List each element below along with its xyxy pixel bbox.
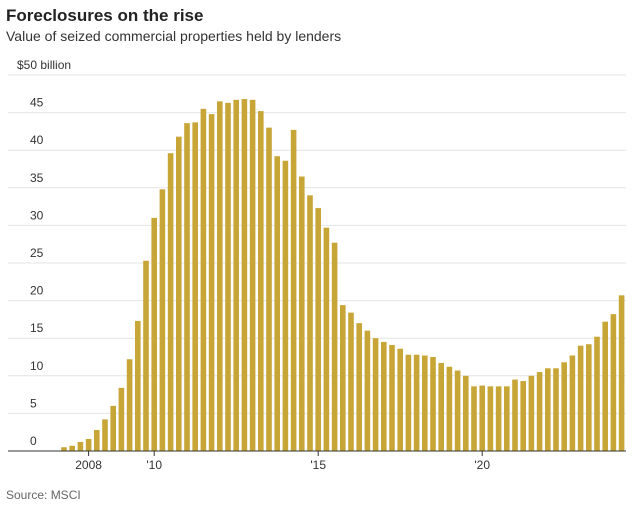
bar bbox=[331, 242, 338, 451]
y-tick-label: 20 bbox=[30, 284, 44, 298]
bar bbox=[471, 386, 477, 451]
bar bbox=[323, 227, 330, 451]
y-tick-label: 10 bbox=[30, 359, 44, 373]
bar bbox=[610, 314, 617, 451]
bar bbox=[553, 368, 559, 451]
bar bbox=[372, 338, 379, 451]
bar bbox=[94, 429, 100, 451]
bar bbox=[307, 195, 313, 451]
bar bbox=[61, 447, 67, 451]
bar bbox=[422, 355, 428, 451]
bar bbox=[241, 99, 248, 452]
bar bbox=[135, 320, 141, 451]
x-tick-label: '20 bbox=[474, 458, 490, 472]
bar bbox=[577, 345, 584, 451]
bar bbox=[512, 379, 518, 451]
bar bbox=[315, 208, 321, 451]
bar bbox=[126, 359, 133, 451]
y-tick-label: 45 bbox=[30, 96, 44, 110]
bar bbox=[274, 156, 280, 451]
bar bbox=[405, 354, 412, 451]
bar bbox=[249, 99, 256, 451]
bar bbox=[381, 341, 387, 451]
bar bbox=[479, 385, 485, 451]
bar bbox=[176, 136, 182, 451]
y-tick-label: 15 bbox=[30, 321, 44, 335]
bar bbox=[233, 99, 239, 451]
bar bbox=[159, 189, 166, 451]
bar bbox=[356, 323, 362, 451]
bar bbox=[143, 260, 149, 451]
source: Source: MSCI bbox=[6, 488, 81, 502]
bar bbox=[586, 344, 592, 451]
y-tick-label: 5 bbox=[30, 396, 37, 410]
bar bbox=[208, 114, 215, 451]
bar bbox=[520, 381, 526, 451]
x-tick-label: '15 bbox=[310, 458, 326, 472]
y-tick-label: 40 bbox=[30, 133, 44, 147]
bar bbox=[184, 123, 190, 452]
bar bbox=[192, 122, 198, 451]
bar bbox=[602, 321, 608, 451]
chart-title: Foreclosures on the rise bbox=[6, 6, 203, 25]
bar bbox=[299, 176, 305, 451]
bar bbox=[110, 405, 116, 451]
bar bbox=[495, 386, 502, 451]
bar bbox=[487, 386, 494, 451]
chart-subtitle: Value of seized commercial properties he… bbox=[6, 28, 341, 44]
x-tick-label: '10 bbox=[146, 458, 162, 472]
y-tick-label: 30 bbox=[30, 208, 44, 222]
y-tick-label: 0 bbox=[30, 434, 37, 448]
y-tick-label: 35 bbox=[30, 171, 44, 185]
bar bbox=[454, 370, 461, 451]
bar bbox=[438, 363, 444, 451]
bar bbox=[446, 366, 453, 451]
bar bbox=[258, 111, 264, 451]
y-tick-label: 25 bbox=[30, 246, 44, 260]
bar bbox=[266, 127, 272, 451]
bar bbox=[389, 344, 395, 451]
bar bbox=[282, 160, 289, 451]
bar bbox=[102, 419, 108, 451]
bar bbox=[430, 357, 436, 451]
bar bbox=[536, 372, 543, 451]
bar bbox=[151, 217, 157, 451]
bar bbox=[200, 108, 207, 451]
bar bbox=[504, 386, 510, 451]
bar bbox=[69, 445, 75, 451]
bar bbox=[225, 102, 231, 451]
bar bbox=[340, 305, 346, 451]
bar bbox=[545, 368, 551, 451]
bar bbox=[618, 295, 625, 451]
bar bbox=[85, 438, 92, 451]
bar bbox=[217, 101, 223, 451]
bar bbox=[463, 375, 469, 451]
bar bbox=[77, 441, 84, 451]
bar bbox=[397, 348, 403, 451]
bar bbox=[594, 336, 600, 451]
bar bbox=[561, 362, 567, 451]
bar bbox=[569, 355, 576, 451]
bar bbox=[364, 330, 371, 451]
bar bbox=[528, 375, 535, 451]
bar bbox=[167, 153, 174, 451]
x-tick-label: 2008 bbox=[75, 458, 102, 472]
y-tick-label: $50 billion bbox=[17, 58, 71, 72]
bar bbox=[118, 387, 125, 451]
bar bbox=[413, 354, 420, 451]
bar bbox=[348, 312, 354, 451]
bar bbox=[290, 129, 297, 451]
